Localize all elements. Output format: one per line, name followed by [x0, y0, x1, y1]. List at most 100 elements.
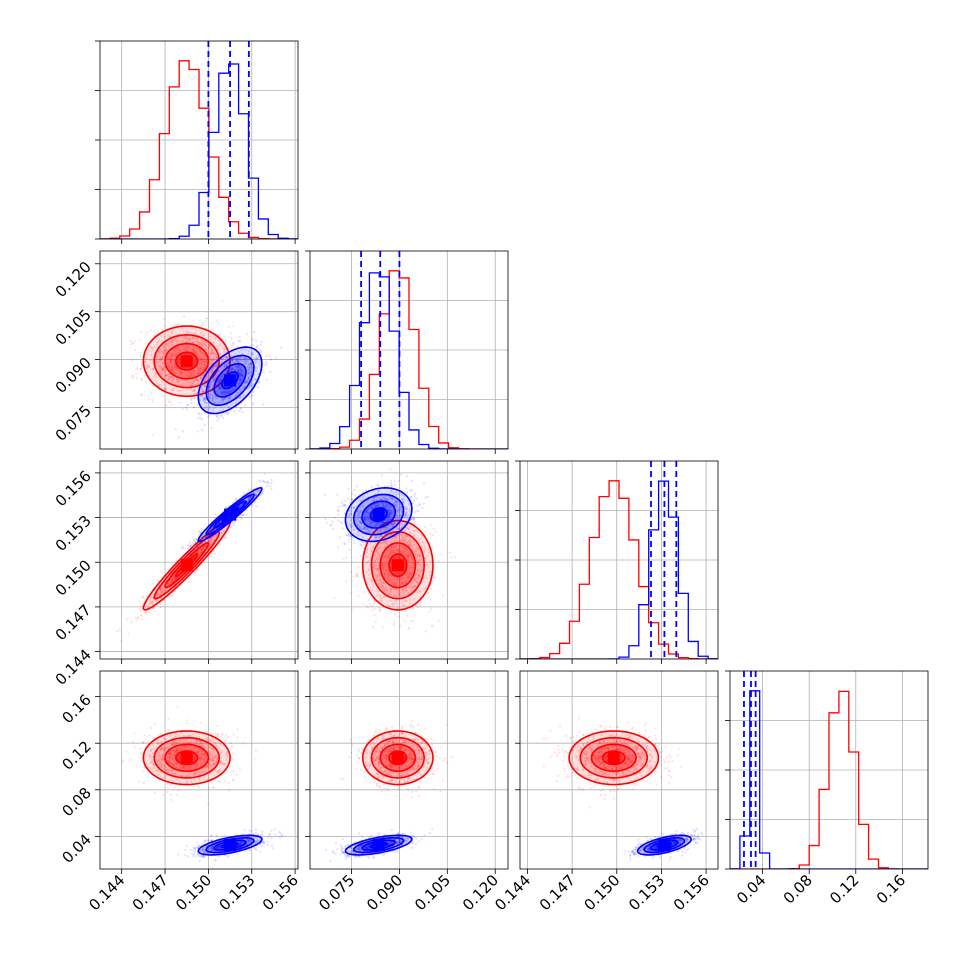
blue-sample-point — [251, 503, 254, 506]
red-sample-point — [342, 558, 345, 561]
red-sample-point — [192, 369, 195, 372]
blue-sample-point — [219, 385, 222, 388]
red-sample-point — [215, 365, 218, 368]
red-sample-point — [158, 358, 161, 361]
blue-sample-point — [262, 403, 265, 406]
blue-sample-point — [370, 485, 373, 488]
red-sample-point — [393, 613, 397, 616]
blue-sample-point — [351, 492, 354, 495]
blue-sample-point — [246, 333, 249, 336]
blue-sample-point — [238, 378, 242, 381]
blue-sample-point — [202, 397, 205, 400]
red-sample-point — [195, 378, 198, 381]
red-sample-point — [201, 374, 204, 377]
blue-sample-point — [414, 492, 417, 495]
blue-sample-point — [232, 523, 235, 526]
red-sample-point — [214, 336, 217, 339]
red-sample-point — [199, 351, 202, 354]
red-sample-point — [213, 536, 216, 539]
blue-sample-point — [201, 390, 204, 393]
red-sample-point — [184, 379, 188, 382]
blue-sample-point — [201, 393, 204, 396]
red-sample-point — [187, 375, 190, 379]
red-sample-point — [217, 321, 220, 324]
blue-sample-point — [230, 354, 233, 357]
red-sample-point — [179, 374, 182, 377]
red-sample-point — [167, 378, 170, 381]
blue-sample-point — [216, 397, 219, 400]
red-sample-point — [161, 589, 164, 593]
red-sample-point — [160, 357, 163, 360]
blue-sample-point — [256, 490, 259, 494]
blue-sample-point — [244, 357, 247, 360]
red-sample-point — [208, 343, 211, 346]
red-sample-point — [199, 362, 202, 365]
red-sample-point — [158, 589, 161, 592]
blue-sample-point — [200, 542, 203, 545]
blue-sample-point — [175, 560, 179, 563]
red-sample-point — [450, 556, 453, 559]
blue-sample-point — [217, 379, 220, 383]
blue-sample-point — [242, 513, 246, 517]
red-sample-point — [174, 323, 177, 326]
blue-sample-point — [240, 349, 243, 352]
blue-sample-point — [218, 522, 221, 525]
red-sample-point — [140, 614, 143, 618]
blue-sample-point — [228, 390, 231, 393]
blue-sample-point — [221, 392, 224, 395]
blue-sample-point — [222, 391, 225, 394]
blue-sample-point — [226, 404, 229, 407]
red-sample-point — [408, 541, 412, 544]
red-sample-point — [170, 579, 174, 582]
red-sample-point — [145, 380, 148, 384]
red-sample-point — [181, 340, 184, 344]
red-sample-point — [395, 578, 399, 581]
red-sample-point — [170, 370, 173, 373]
red-sample-point — [150, 349, 153, 352]
red-sample-point — [427, 597, 430, 600]
red-sample-point — [191, 375, 194, 378]
red-sample-point — [218, 339, 221, 342]
blue-sample-point — [209, 530, 212, 533]
blue-sample-point — [248, 366, 251, 369]
red-sample-point — [357, 594, 360, 597]
red-sample-point — [171, 341, 174, 344]
red-sample-point — [406, 614, 409, 617]
blue-sample-point — [256, 356, 260, 359]
red-sample-point — [224, 356, 227, 359]
red-sample-point — [193, 369, 196, 372]
red-sample-point — [162, 368, 165, 371]
red-sample-point — [153, 375, 157, 378]
red-sample-point — [161, 585, 164, 588]
blue-sample-point — [238, 374, 241, 377]
blue-sample-point — [208, 396, 212, 399]
blue-sample-point — [227, 391, 230, 394]
red-sample-point — [140, 610, 143, 613]
blue-sample-point — [208, 393, 211, 396]
blue-sample-point — [245, 513, 248, 516]
red-sample-point — [174, 347, 177, 350]
blue-sample-point — [222, 392, 225, 395]
blue-sample-point — [194, 392, 197, 396]
red-sample-point — [166, 362, 170, 365]
blue-sample-point — [241, 373, 245, 376]
blue-sample-point — [245, 380, 248, 383]
blue-sample-point — [224, 392, 227, 395]
red-sample-point — [397, 615, 400, 619]
blue-sample-point — [217, 379, 220, 382]
red-sample-point — [204, 379, 207, 382]
red-sample-point — [189, 373, 192, 376]
red-sample-point — [221, 532, 224, 535]
red-sample-point — [238, 516, 241, 519]
blue-sample-point — [239, 390, 242, 393]
red-sample-point — [361, 545, 364, 548]
red-sample-point — [393, 621, 396, 624]
blue-sample-point — [214, 513, 217, 516]
red-sample-point — [200, 548, 203, 551]
red-sample-point — [409, 619, 412, 622]
blue-sample-point — [218, 522, 221, 525]
blue-sample-point — [202, 535, 205, 538]
blue-sample-point — [229, 391, 232, 394]
red-sample-point — [160, 368, 163, 371]
red-sample-point — [195, 351, 198, 354]
